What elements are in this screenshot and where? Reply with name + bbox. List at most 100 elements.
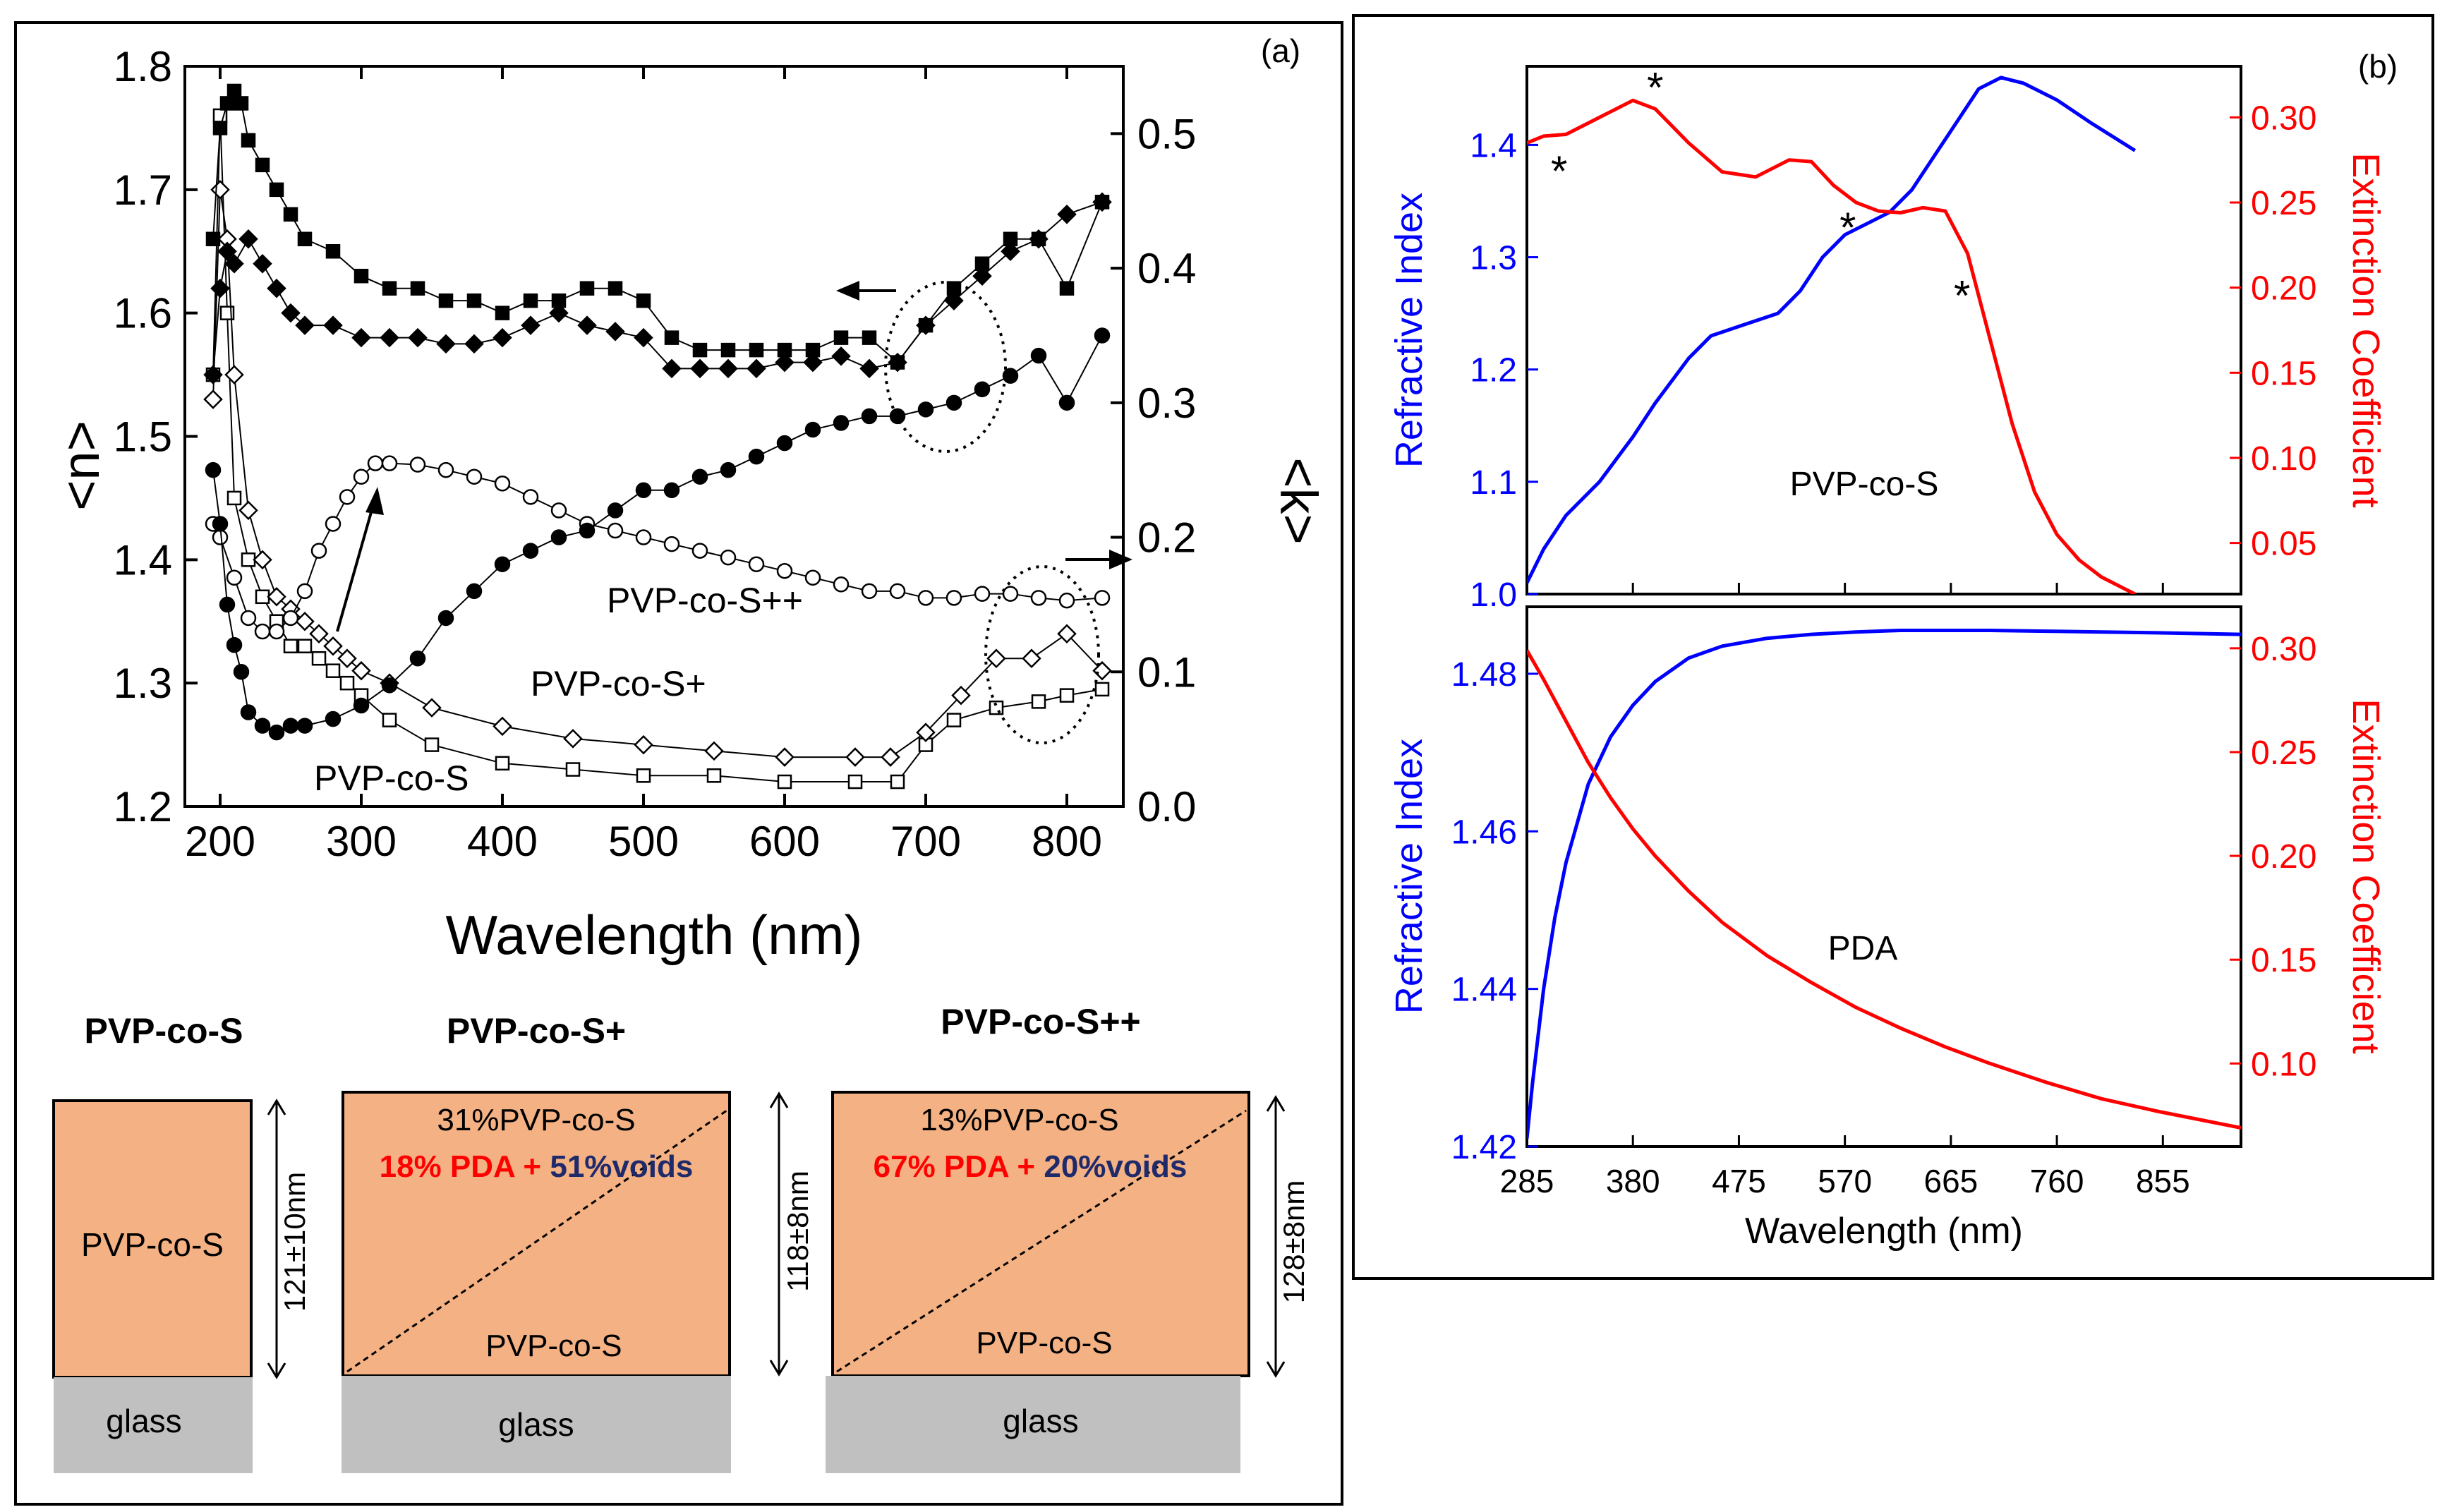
a-marker-circle xyxy=(240,610,257,627)
panel-b-top-ylabel-right: Extinction Coefficient xyxy=(2345,152,2387,507)
a-marker-circle xyxy=(296,583,313,600)
a-marker-diamond xyxy=(1029,229,1049,249)
pda-fraction-2: 18% PDA xyxy=(380,1149,515,1184)
a-marker-square xyxy=(890,774,905,790)
a-marker-square xyxy=(241,133,256,148)
a-marker-circle xyxy=(226,636,243,653)
b-ytick-left-label: 1.46 xyxy=(1451,814,1517,851)
a-marker-square xyxy=(862,330,877,345)
a-marker-diamond xyxy=(351,327,371,348)
a-marker-square xyxy=(565,762,581,777)
arrow-left xyxy=(836,281,896,301)
a-marker-circle xyxy=(409,650,426,667)
a-marker-circle xyxy=(917,401,934,418)
a-marker-square xyxy=(777,774,792,790)
a-marker-square xyxy=(212,121,228,135)
a-marker-square xyxy=(283,207,298,222)
a-marker-circle xyxy=(219,596,236,613)
a-marker-circle xyxy=(691,468,708,485)
a-marker-circle xyxy=(748,556,765,572)
a-marker-diamond xyxy=(281,303,301,323)
a-marker-diamond xyxy=(436,334,456,354)
b-ytick-right-label: 0.05 xyxy=(2251,526,2316,563)
a-marker-square xyxy=(608,281,623,296)
b-asterisk-marker: * xyxy=(1647,63,1663,111)
a-marker-square xyxy=(1031,694,1046,709)
a-marker-circle xyxy=(663,482,680,499)
panel-b-bottom-ylabel-left: Refractive Index xyxy=(1388,739,1430,1014)
a-marker-circle xyxy=(804,569,821,586)
a-ytick-right-label: 0.1 xyxy=(1137,648,1196,696)
a-marker-square xyxy=(636,293,651,308)
a-marker-circle xyxy=(226,569,243,586)
schematic-2-title: PVP-co-S+ xyxy=(447,1011,626,1051)
b-ytick-left-label: 1.4 xyxy=(1470,127,1517,164)
a-marker-square xyxy=(579,281,595,296)
panel-b-bottom-plot-area xyxy=(1525,605,2242,1148)
a-marker-circle xyxy=(945,394,962,411)
a-marker-circle xyxy=(494,476,511,492)
a-marker-diamond xyxy=(380,327,399,348)
film-3-bottom-label: PVP-co-S xyxy=(976,1326,1112,1360)
a-marker-square xyxy=(1094,682,1110,697)
a-marker-circle xyxy=(720,461,737,478)
a-marker-diamond xyxy=(295,611,315,631)
plus-sign-3: + xyxy=(1008,1149,1044,1184)
a-marker-diamond xyxy=(747,358,766,379)
thickness-arrow-3 xyxy=(1266,1095,1286,1378)
a-marker-circle xyxy=(1094,590,1111,606)
a-marker-square xyxy=(847,774,863,790)
a-ytick-right-label: 0.2 xyxy=(1137,514,1196,562)
a-marker-square xyxy=(339,675,355,691)
a-marker-diamond xyxy=(203,389,223,409)
glass-1 xyxy=(54,1377,253,1473)
b-ytick-right-label: 0.30 xyxy=(2251,631,2316,668)
glass-2 xyxy=(342,1376,731,1473)
a-marker-diamond xyxy=(1022,648,1041,668)
a-marker-diamond xyxy=(224,365,244,385)
a-marker-circle xyxy=(282,718,299,734)
a-marker-circle xyxy=(466,468,483,485)
a-marker-diamond xyxy=(718,358,738,379)
b-asterisk-marker: * xyxy=(1839,204,1856,251)
b-ytick-left-label: 1.2 xyxy=(1470,352,1517,389)
a-marker-circle xyxy=(339,489,356,505)
a-marker-circle xyxy=(212,516,229,532)
a-marker-circle xyxy=(466,583,483,600)
a-marker-diamond xyxy=(323,636,343,656)
voids-fraction-2: 51%voids xyxy=(550,1149,693,1184)
a-marker-diamond xyxy=(351,660,371,681)
a-ytick-right-label: 0.5 xyxy=(1137,110,1196,157)
a-marker-square xyxy=(226,83,242,99)
label-pvp-co-s-plus: PVP-co-S+ xyxy=(531,664,706,703)
a-marker-circle xyxy=(607,522,624,539)
a-marker-square xyxy=(523,293,538,308)
a-ytick-left-label: 1.2 xyxy=(114,783,172,830)
a-marker-square xyxy=(636,768,651,783)
b-xtick-label: 760 xyxy=(2030,1163,2084,1199)
panel-b-top-annotation: PVP-co-S xyxy=(1790,466,1939,503)
a-marker-square xyxy=(706,768,722,783)
a-ytick-left-label: 1.3 xyxy=(114,660,172,707)
label-pvp-co-s: PVP-co-S xyxy=(314,758,469,798)
a-marker-circle xyxy=(367,455,384,471)
b-ytick-right-label: 0.10 xyxy=(2251,1046,2316,1083)
a-marker-diamond xyxy=(337,648,357,668)
a-marker-circle xyxy=(282,610,299,627)
a-series-line xyxy=(212,189,1103,758)
a-marker-circle xyxy=(889,408,906,425)
a-marker-circle xyxy=(945,590,962,606)
a-xtick-label: 200 xyxy=(185,818,255,865)
a-marker-diamond xyxy=(295,315,315,335)
a-marker-circle xyxy=(635,529,652,545)
a-series-line xyxy=(212,201,1103,375)
film-2 xyxy=(342,1091,731,1377)
a-marker-circle xyxy=(268,623,285,640)
a-marker-diamond xyxy=(323,315,343,335)
label-pvp-co-s-plus-plus: PVP-co-S++ xyxy=(607,581,803,620)
a-marker-square xyxy=(325,663,341,678)
a-marker-circle xyxy=(833,576,850,593)
b-xtick-label: 380 xyxy=(1606,1163,1660,1199)
a-marker-diamond xyxy=(224,253,244,274)
a-marker-diamond xyxy=(881,747,900,767)
